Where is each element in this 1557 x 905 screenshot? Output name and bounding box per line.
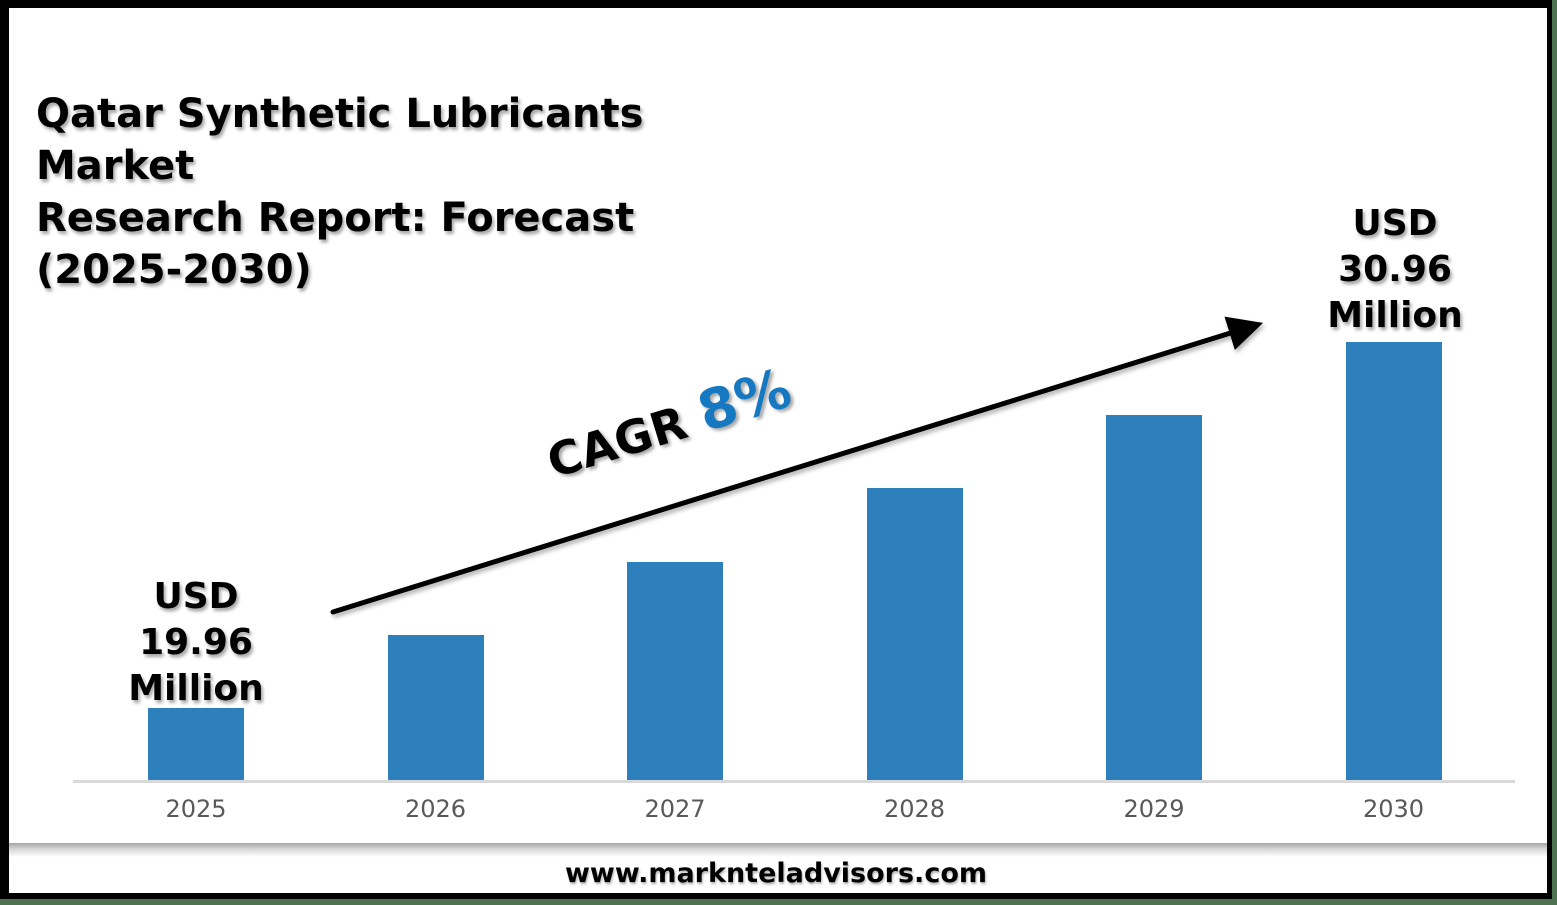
growth-trend-arrow-icon: [330, 316, 1264, 615]
x-tick-2026: 2026: [404, 795, 467, 823]
footer-website: www.marknteladvisors.com: [564, 858, 988, 889]
bar-2029: [1106, 415, 1202, 782]
x-tick-2027: 2027: [644, 795, 706, 823]
x-tick-2025: 2025: [165, 795, 227, 823]
x-axis-baseline: [73, 780, 1515, 783]
x-tick-2028: 2028: [883, 795, 946, 823]
bar-2030: [1345, 342, 1442, 782]
x-tick-2029: 2029: [1123, 795, 1185, 823]
chart-title: Qatar Synthetic Lubricants Market Resear…: [36, 91, 644, 293]
value-label-2025: USD 19.96 Million: [128, 576, 264, 709]
x-tick-2030: 2030: [1362, 795, 1425, 823]
value-label-2030: USD 30.96 Million: [1327, 203, 1463, 336]
bar-2027: [627, 561, 723, 782]
bar-2028: [866, 488, 963, 782]
bar-2026: [387, 634, 484, 782]
footer-divider: [9, 843, 1547, 857]
bar-2025: [148, 708, 244, 782]
